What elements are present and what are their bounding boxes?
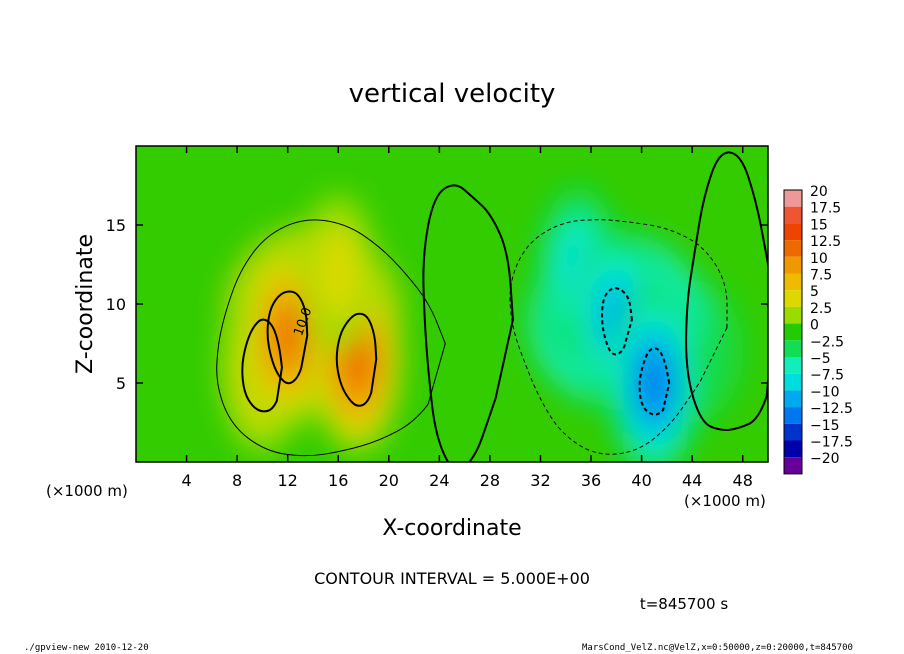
colorbar-label-8: 0 [810,318,819,334]
colorbar-label-14: −15 [810,418,840,434]
contour-line-minus-10-0 [601,287,633,356]
contour-line-5 [216,219,446,457]
x-unit-left: (×1000 m) [46,482,128,500]
colorbar-swatch-3 [784,240,802,257]
colorbar-swatch-16 [784,457,802,474]
colorbar-label-16: −20 [810,451,840,467]
colorbar-swatch-12 [784,390,802,408]
contour-line-10-1 [266,290,309,385]
colorbar-swatch-14 [784,423,802,441]
colorbar-swatch-15 [784,440,802,458]
colorbar-label-5: 7.5 [810,268,832,284]
x-axis-label: X-coordinate [382,516,521,541]
x-tick-label-28: 28 [480,471,500,490]
contour-line-10-0 [241,318,283,413]
colorbar-swatch-9 [784,340,802,357]
contour-line-zero-east [685,151,768,432]
x-tick-label-32: 32 [530,471,550,490]
time-text: t=845700 s [640,595,728,613]
downdraft-core-2-level-4 [637,348,671,418]
contour-line-10-2 [335,312,378,407]
updraft-core-3-level-1 [315,225,361,320]
colorbar-swatch-2 [784,223,802,241]
updraft-core-1-level-4 [273,306,302,365]
y-tick-label-10: 10 [106,295,126,314]
colorbar-swatch-5 [784,273,802,291]
colorbar-swatch-0 [784,190,802,207]
colorbar-label-9: −2.5 [810,334,844,350]
colorbar-label-2: 15 [810,217,828,233]
x-tick-label-48: 48 [733,471,753,490]
x-tick-label-44: 44 [682,471,702,490]
colorbar-label-11: −7.5 [810,368,844,384]
footer-right: MarsCond_VelZ.nc@VelZ,x=0:50000,z=0:2000… [582,643,853,653]
colorbar: 2017.51512.5107.552.50−2.5−5−7.5−10−12.5… [783,184,853,475]
y-axis-label: Z-coordinate [73,234,98,374]
x-tick-label-12: 12 [278,471,298,490]
colorbar-swatch-1 [784,206,802,224]
colorbar-swatch-6 [784,290,802,307]
colorbar-label-0: 20 [810,184,828,200]
colorbar-swatch-11 [784,373,802,391]
colorbar-swatch-7 [784,306,802,324]
chart-title: vertical velocity [349,79,556,109]
colorbar-label-4: 10 [810,251,828,267]
x-tick-label-16: 16 [328,471,348,490]
plot-field: 10.0 [136,146,768,462]
y-tick-label-15: 15 [106,216,126,235]
x-tick-label-4: 4 [181,471,191,490]
colorbar-swatch-13 [784,407,802,424]
x-tick-label-24: 24 [429,471,449,490]
colorbar-frame [783,189,803,475]
contour-line-zero-west [422,184,514,462]
colorbar-swatch-4 [784,256,802,274]
contour-line-minus-10-1 [638,347,671,416]
x-tick-label-36: 36 [581,471,601,490]
colorbar-label-10: −5 [810,351,831,367]
colorbar-label-13: −12.5 [810,401,853,417]
x-tick-label-8: 8 [232,471,242,490]
colorbar-label-6: 5 [810,284,819,300]
colorbar-label-12: −10 [810,384,840,400]
colorbar-label-15: −17.5 [810,435,853,451]
colorbar-label-1: 17.5 [810,201,841,217]
x-tick-label-20: 20 [379,471,399,490]
y-tick-label-5: 5 [116,374,126,393]
x-tick-label-40: 40 [631,471,651,490]
contour-interval-text: CONTOUR INTERVAL = 5.000E+00 [314,569,590,588]
colorbar-swatch-8 [784,323,802,341]
footer-left: ./gpview-new 2010-12-20 [24,643,149,653]
colorbar-label-3: 12.5 [810,234,841,250]
colorbar-swatch-10 [784,357,802,374]
x-unit-right: (×1000 m) [684,492,766,510]
colorbar-label-7: 2.5 [810,301,832,317]
